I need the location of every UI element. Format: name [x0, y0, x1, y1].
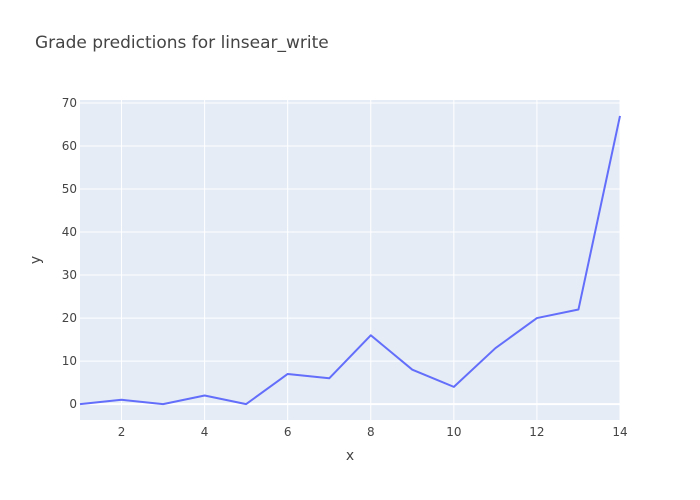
y-tick-label: 30 [62, 268, 77, 282]
y-tick-label: 20 [62, 311, 77, 325]
x-tick-label: 14 [612, 425, 627, 439]
y-tick-label: 50 [62, 182, 77, 196]
x-tick-label: 6 [284, 425, 292, 439]
x-axis-title: x [346, 448, 354, 464]
series-line [79, 115, 621, 406]
y-tick-label: 10 [62, 354, 77, 368]
x-tick-label: 10 [446, 425, 461, 439]
y-tick-label: 0 [69, 397, 77, 411]
y-tick-label: 60 [62, 139, 77, 153]
chart-title: Grade predictions for linsear_write [35, 33, 329, 53]
x-tick-label: 12 [529, 425, 544, 439]
plot-area [80, 100, 620, 420]
tick-labels: 0 10 20 30 40 50 60 70 2 4 6 8 10 12 14 [62, 96, 628, 439]
y-tick-label: 40 [62, 225, 77, 239]
grid [80, 100, 621, 420]
x-tick-label: 4 [201, 425, 209, 439]
x-tick-label: 2 [118, 425, 126, 439]
x-tick-label: 8 [367, 425, 375, 439]
y-axis-title: y [28, 256, 44, 264]
y-tick-label: 70 [62, 96, 77, 110]
series-layer [79, 115, 621, 406]
